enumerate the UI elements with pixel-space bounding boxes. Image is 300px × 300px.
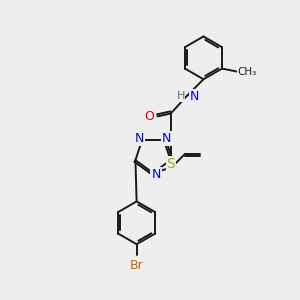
Text: S: S: [167, 157, 175, 170]
Text: N: N: [151, 168, 160, 181]
Text: CH₃: CH₃: [238, 67, 257, 76]
Text: N: N: [134, 132, 144, 145]
Text: Br: Br: [130, 259, 143, 272]
Text: N: N: [190, 90, 199, 103]
Text: N: N: [162, 132, 172, 145]
Text: O: O: [144, 110, 154, 123]
Text: H: H: [176, 91, 185, 101]
